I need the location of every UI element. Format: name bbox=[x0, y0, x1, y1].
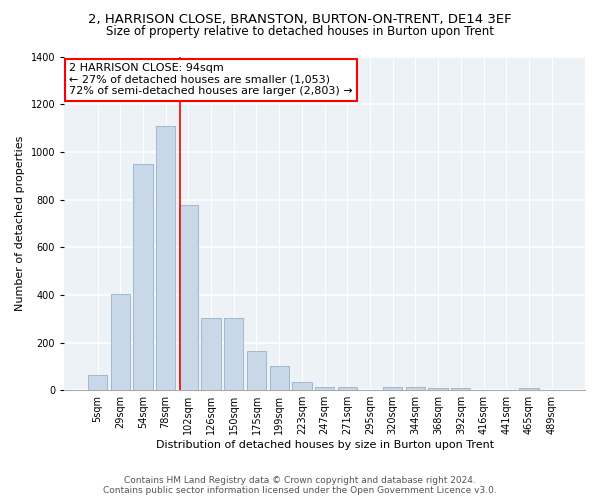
Text: Size of property relative to detached houses in Burton upon Trent: Size of property relative to detached ho… bbox=[106, 25, 494, 38]
Bar bbox=[179, 206, 198, 390]
Text: Contains HM Land Registry data © Crown copyright and database right 2024.
Contai: Contains HM Land Registry data © Crown c… bbox=[103, 476, 497, 495]
Bar bbox=[269, 366, 289, 390]
Bar bbox=[292, 382, 311, 390]
Bar bbox=[338, 386, 357, 390]
Bar bbox=[133, 164, 152, 390]
Bar bbox=[451, 388, 470, 390]
Bar bbox=[88, 374, 107, 390]
Text: 2 HARRISON CLOSE: 94sqm
← 27% of detached houses are smaller (1,053)
72% of semi: 2 HARRISON CLOSE: 94sqm ← 27% of detache… bbox=[70, 63, 353, 96]
Bar bbox=[110, 294, 130, 390]
Bar bbox=[428, 388, 448, 390]
Bar bbox=[202, 318, 221, 390]
Bar bbox=[315, 386, 334, 390]
Bar bbox=[383, 386, 403, 390]
Bar bbox=[406, 386, 425, 390]
Y-axis label: Number of detached properties: Number of detached properties bbox=[15, 136, 25, 311]
X-axis label: Distribution of detached houses by size in Burton upon Trent: Distribution of detached houses by size … bbox=[155, 440, 494, 450]
Bar bbox=[224, 318, 244, 390]
Bar bbox=[520, 388, 539, 390]
Bar bbox=[156, 126, 175, 390]
Bar bbox=[247, 351, 266, 390]
Text: 2, HARRISON CLOSE, BRANSTON, BURTON-ON-TRENT, DE14 3EF: 2, HARRISON CLOSE, BRANSTON, BURTON-ON-T… bbox=[88, 12, 512, 26]
